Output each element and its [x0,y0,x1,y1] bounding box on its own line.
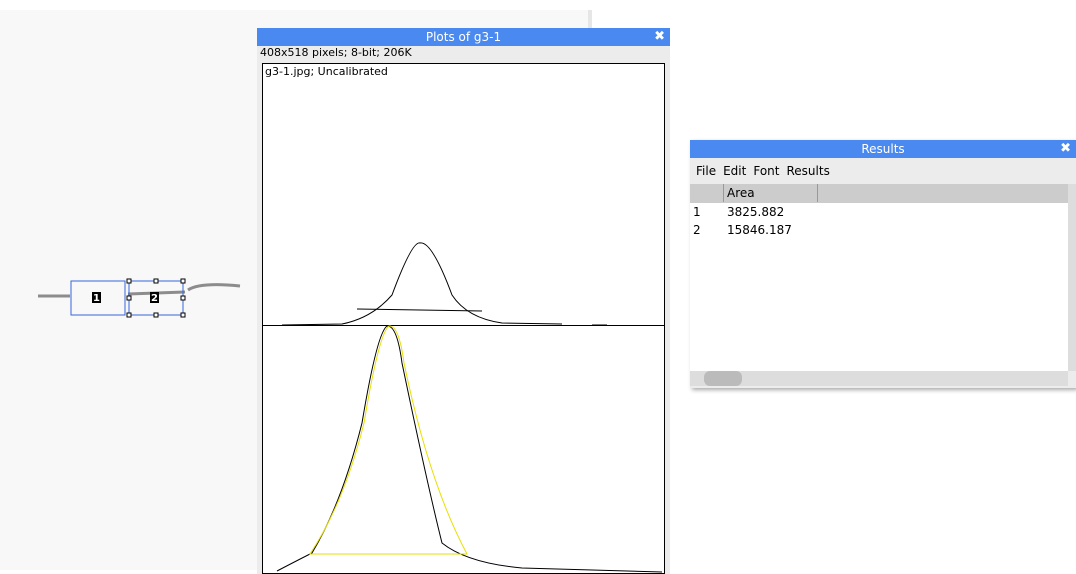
plot-frame [263,64,665,574]
row-number: 1 [693,203,701,221]
plot-window: Plots of g3-1 ✖ 408x518 pixels; 8-bit; 20… [257,28,670,574]
area-value: 3825.882 [727,203,784,221]
roi-label: 1 [93,293,100,304]
table: Area 1 3825.882 2 15846.187 [690,184,1068,371]
table-row[interactable]: 1 3825.882 [690,203,1068,221]
plot-label: g3-1.jpg; Uncalibrated [265,65,388,78]
close-button[interactable]: ✖ [1060,140,1071,158]
image-content: 1 2 [0,270,260,330]
vertical-scrollbar[interactable] [1068,184,1076,371]
plot-canvas: g3-1.jpg; Uncalibrated [262,63,665,574]
table-header: Area [690,184,1068,203]
title-bar: Plots of g3-1 ✖ [257,28,670,46]
column-header[interactable]: Area [723,184,818,202]
menu-item[interactable]: Font [753,164,779,178]
roi-label: 2 [151,293,158,304]
window-title: Results [861,142,904,156]
menu-bar: File Edit Font Results [690,158,1076,183]
scroll-thumb[interactable] [704,371,742,386]
menu-item[interactable]: Edit [723,164,746,178]
results-window: Results ✖ File Edit Font Results Area 1 3825.… [690,140,1076,388]
table-body: 1 3825.882 2 15846.187 [690,203,1068,239]
image-info: 408x518 pixels; 8-bit; 206K [257,46,670,59]
window-title: Plots of g3-1 [426,30,501,44]
row-number: 2 [693,221,701,239]
screen: 1 2 Plots of g3-1 ✖ 408x518 pixels; 8-bit… [0,0,1076,574]
area-value: 15846.187 [727,221,792,239]
menu-item[interactable]: Results [786,164,829,178]
gel-band [38,285,240,296]
horizontal-scrollbar[interactable] [690,371,1068,386]
close-button[interactable]: ✖ [654,28,665,46]
table-row[interactable]: 2 15846.187 [690,221,1068,239]
menu-item[interactable]: File [696,164,716,178]
title-bar: Results ✖ [690,140,1076,158]
